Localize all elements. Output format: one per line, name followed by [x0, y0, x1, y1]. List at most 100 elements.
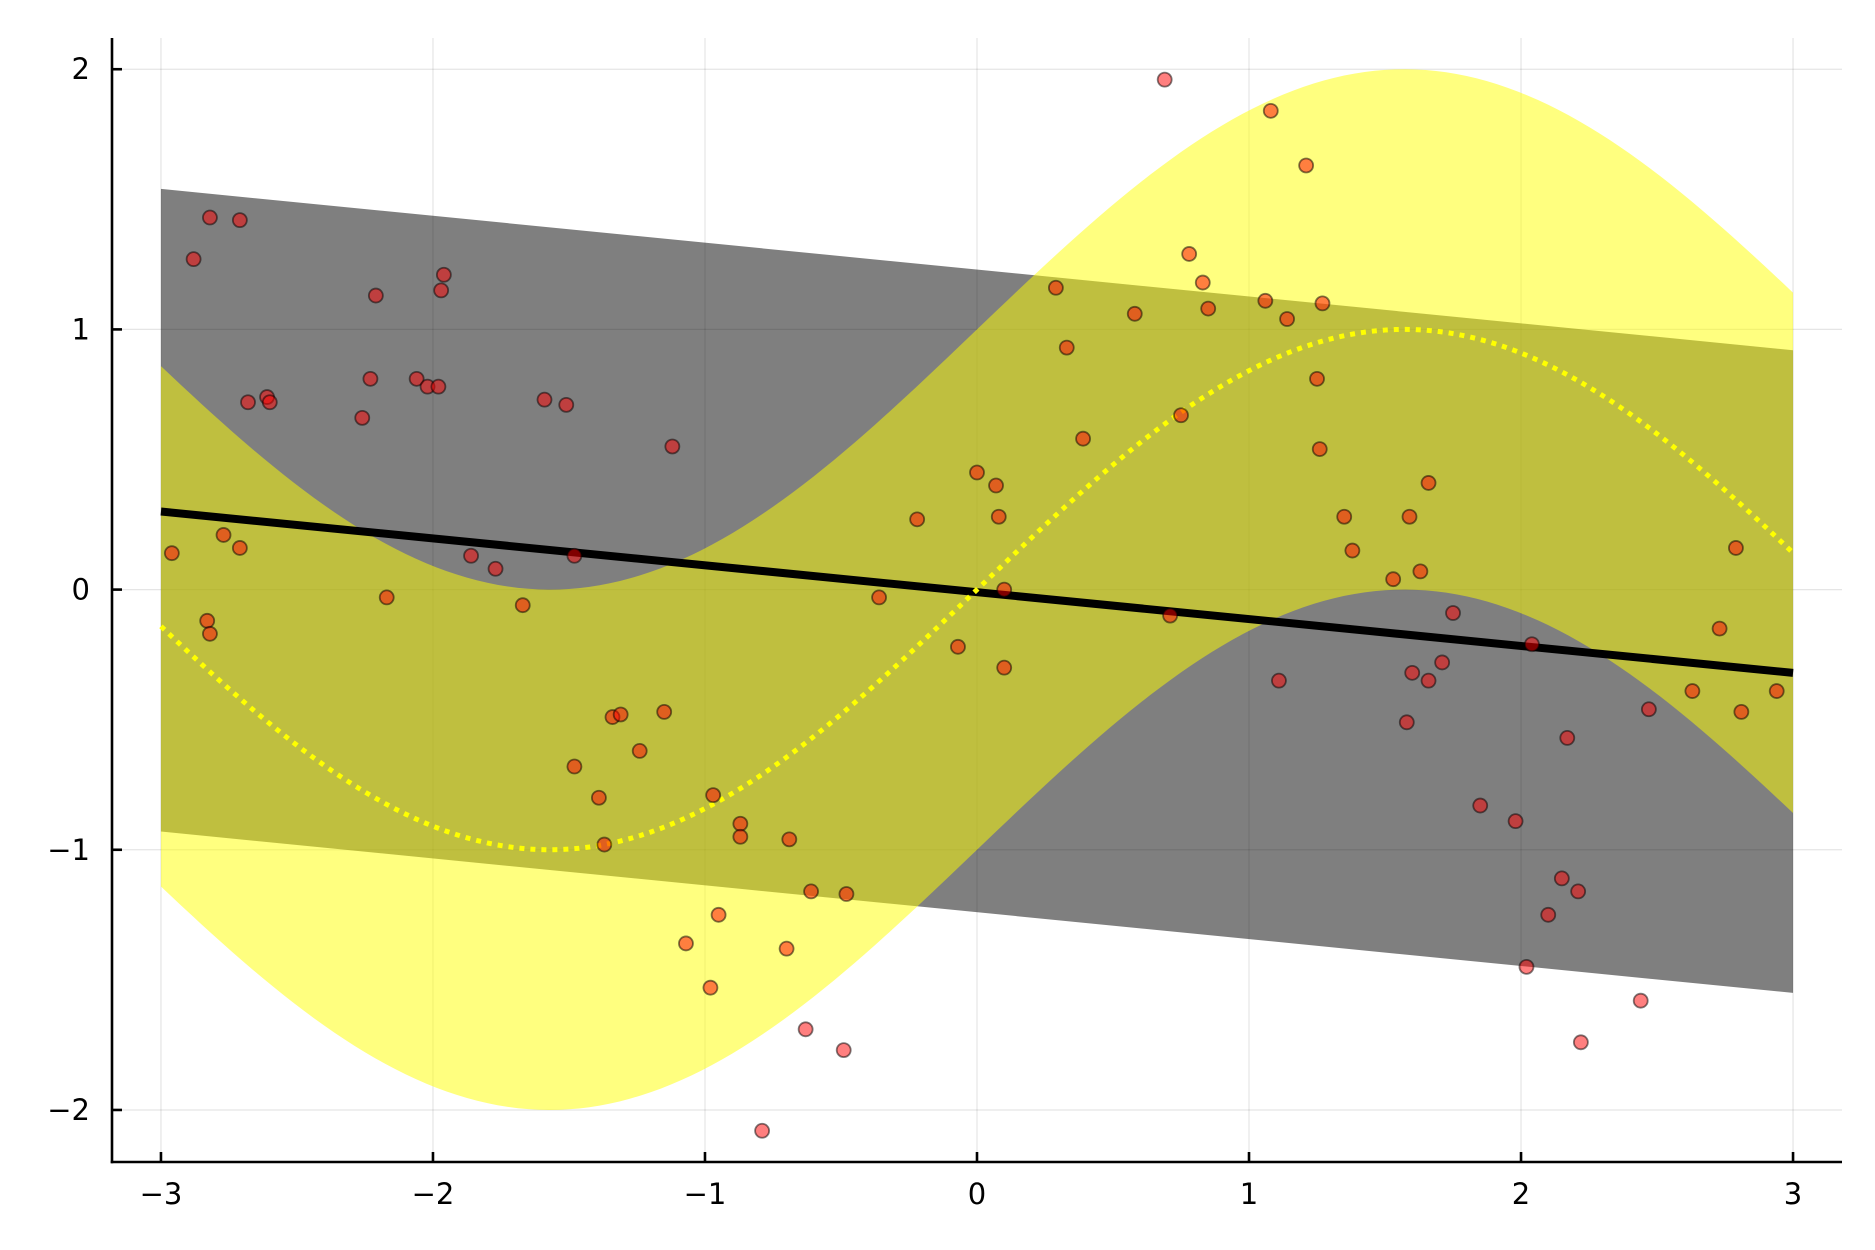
data-point — [1420, 475, 1437, 491]
data-point — [566, 758, 583, 775]
data-point — [1309, 370, 1325, 387]
x-tick-label: −1 — [684, 1177, 727, 1211]
data-point — [612, 706, 629, 723]
data-point — [1162, 607, 1179, 624]
data-point — [430, 378, 447, 395]
data-point — [1257, 292, 1274, 309]
data-point — [215, 527, 232, 543]
data-point — [1711, 620, 1728, 637]
data-point — [1047, 279, 1064, 296]
data-point — [185, 251, 202, 268]
data-point — [378, 589, 395, 606]
data-point — [909, 511, 926, 528]
data-point — [969, 464, 985, 481]
data-point — [1412, 563, 1429, 580]
y-tick-label: 0 — [72, 573, 90, 607]
data-point — [678, 935, 694, 952]
data-point — [1271, 672, 1287, 689]
data-point — [591, 789, 607, 806]
data-point — [871, 589, 887, 606]
data-point — [231, 540, 248, 556]
data-point — [1768, 683, 1785, 699]
data-point — [1553, 870, 1570, 887]
data-point — [996, 581, 1013, 598]
data-point — [1173, 407, 1189, 424]
data-point — [1640, 701, 1657, 718]
data-point — [950, 638, 966, 655]
x-tick-label: 2 — [1512, 1177, 1530, 1211]
data-point — [710, 906, 727, 923]
data-point — [1156, 71, 1173, 88]
data-point — [656, 703, 673, 720]
data-point — [566, 547, 583, 564]
data-point — [199, 612, 216, 629]
x-tick-label: 1 — [1240, 1177, 1258, 1211]
data-point — [1298, 157, 1315, 174]
data-point — [1126, 305, 1143, 322]
y-tick-label: −1 — [47, 833, 90, 867]
data-point — [202, 625, 218, 642]
data-point — [362, 370, 379, 387]
data-point — [1684, 683, 1701, 699]
data-point — [1540, 906, 1557, 923]
data-point — [996, 659, 1013, 676]
data-point — [803, 883, 819, 900]
data-point — [631, 743, 648, 759]
x-tick-label: −3 — [140, 1177, 183, 1211]
data-point — [1404, 664, 1421, 681]
data-point — [1181, 246, 1198, 262]
data-point — [732, 828, 749, 845]
data-point — [1385, 571, 1402, 588]
data-point — [536, 391, 553, 408]
data-point — [1507, 813, 1524, 830]
data-point — [1075, 430, 1091, 447]
x-tick-label: 3 — [1784, 1177, 1802, 1211]
y-tick-label: 2 — [72, 52, 90, 86]
data-point — [1401, 508, 1418, 525]
data-point — [1311, 441, 1328, 457]
y-tick-label: −2 — [47, 1093, 90, 1127]
data-point — [163, 545, 180, 562]
data-point — [1279, 311, 1295, 327]
data-point — [732, 815, 749, 832]
data-point — [1570, 883, 1587, 900]
data-point — [1262, 102, 1279, 119]
data-point — [705, 787, 722, 804]
data-point — [558, 396, 575, 413]
data-point — [1398, 714, 1415, 731]
data-point — [1632, 992, 1649, 1009]
data-point — [1434, 654, 1451, 671]
data-point — [702, 979, 719, 996]
data-point — [1058, 339, 1075, 356]
plot-area — [159, 69, 1795, 1139]
data-point — [408, 370, 425, 387]
data-point — [754, 1122, 771, 1139]
x-tick-label: −2 — [412, 1177, 455, 1211]
data-point — [514, 597, 531, 614]
data-point — [596, 836, 613, 853]
data-point — [435, 266, 452, 283]
data-point — [988, 477, 1004, 494]
data-point — [781, 831, 798, 848]
data-point — [1733, 703, 1750, 720]
data-point — [990, 508, 1007, 525]
data-point — [838, 886, 855, 902]
data-point — [1344, 542, 1361, 559]
data-point — [1200, 300, 1217, 317]
data-point — [835, 1042, 852, 1059]
data-point — [1336, 508, 1353, 525]
data-point — [367, 287, 384, 304]
data-point — [1194, 274, 1211, 291]
data-point — [797, 1021, 814, 1038]
data-point — [1420, 672, 1437, 689]
data-point — [1314, 295, 1331, 312]
data-point — [1559, 730, 1576, 746]
data-point — [1524, 636, 1540, 653]
axes: −3 −2 −1 0 1 2 3 −2 −1 0 1 2 — [47, 38, 1842, 1211]
data-point — [1445, 605, 1461, 621]
data-point — [231, 212, 248, 229]
data-point — [354, 409, 371, 426]
data-point — [778, 940, 795, 957]
data-point — [261, 394, 278, 411]
sine-curve — [159, 326, 1795, 853]
